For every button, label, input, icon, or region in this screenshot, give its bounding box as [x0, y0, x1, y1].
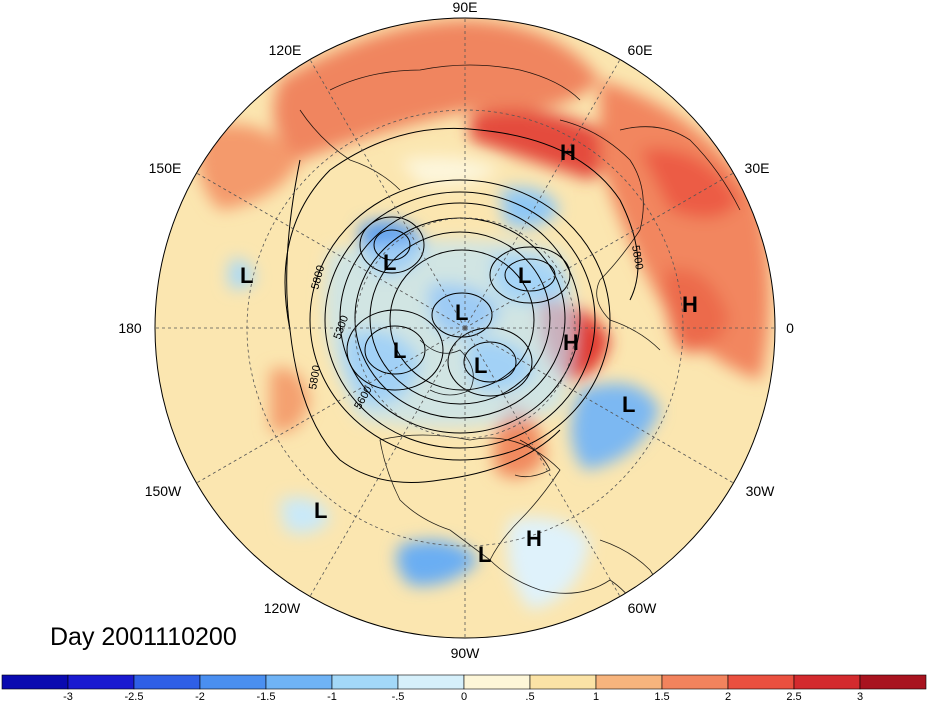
colorbar-tick-label: -2	[195, 691, 205, 702]
high-pressure-marker: H	[560, 140, 576, 165]
colorbar-swatch	[463, 674, 531, 690]
meridian-line	[464, 327, 621, 597]
colorbar-tick-label: -.5	[392, 691, 405, 702]
meridian-line	[309, 59, 466, 329]
colorbar-swatch	[595, 674, 663, 690]
colorbar-tick-label: .5	[525, 691, 534, 702]
colorbar: -3 -2.5 -2 -1.5 -1 -.5 0 .5 1 1.5 2 2.5 3	[1, 674, 927, 702]
lon-label-150w: 150W	[145, 483, 182, 499]
colorbar-tick-label: -1	[327, 691, 337, 702]
colorbar-swatch	[67, 674, 135, 690]
low-pressure-marker: L	[240, 263, 253, 288]
low-pressure-marker: L	[474, 353, 487, 378]
longitude-labels: 90E 60E 30E 0 30W 60W 90W 120W 150W 180 …	[118, 0, 794, 661]
lon-label-90e: 90E	[453, 0, 478, 15]
lon-label-30w: 30W	[746, 483, 776, 499]
colorbar-swatch	[265, 674, 333, 690]
colorbar-tick-label: 2	[725, 691, 731, 702]
high-pressure-marker: H	[526, 526, 542, 551]
high-pressure-marker: H	[563, 330, 579, 355]
low-pressure-marker: L	[455, 300, 468, 325]
colorbar-swatch	[1, 674, 69, 690]
colorbar-swatch	[199, 674, 267, 690]
low-pressure-marker: L	[314, 498, 327, 523]
colorbar-swatch	[727, 674, 795, 690]
lon-label-120e: 120E	[269, 42, 302, 58]
colorbar-tick-label: -1.5	[257, 691, 276, 702]
meridians	[155, 18, 775, 638]
lon-label-150e: 150E	[149, 160, 182, 176]
colorbar-swatch	[331, 674, 399, 690]
lon-label-30e: 30E	[745, 160, 770, 176]
low-pressure-marker: L	[383, 250, 396, 275]
colorbar-tick-label: 0	[461, 691, 467, 702]
height-contours	[284, 127, 639, 483]
contour-label: 5800	[629, 244, 645, 270]
lon-label-0: 0	[786, 320, 794, 336]
high-pressure-marker: H	[682, 292, 698, 317]
colorbar-tick-label: 3	[857, 691, 863, 702]
low-pressure-marker: L	[478, 542, 491, 567]
colorbar-swatch	[529, 674, 597, 690]
lon-label-60w: 60W	[628, 600, 658, 616]
meridian-line	[309, 327, 466, 597]
date-label: Day 2001110200	[50, 623, 237, 651]
meridian-line	[196, 327, 466, 484]
lon-label-120w: 120W	[264, 600, 301, 616]
colorbar-swatch	[397, 674, 465, 690]
low-pressure-marker: L	[622, 392, 635, 417]
colorbar-swatch	[133, 674, 201, 690]
meridian-line	[464, 327, 734, 484]
colorbar-swatch	[793, 674, 861, 690]
lon-label-180: 180	[118, 320, 142, 336]
colorbar-tick-label: 1.5	[654, 691, 669, 702]
low-pressure-marker: L	[518, 263, 531, 288]
contour-label: 5800	[307, 364, 323, 390]
low-pressure-marker: L	[393, 338, 406, 363]
lon-label-90w: 90W	[451, 645, 481, 661]
colorbar-tick-label: 2.5	[786, 691, 801, 702]
lon-label-60e: 60E	[628, 42, 653, 58]
meridian-line	[464, 59, 621, 329]
colorbar-tick-label: -3	[63, 691, 73, 702]
colorbar-tick-label: 1	[593, 691, 599, 702]
meridian-line	[464, 172, 734, 329]
map-boundary	[154, 17, 776, 639]
meridian-line	[196, 172, 466, 329]
colorbar-tick-label: -2.5	[125, 691, 144, 702]
colorbar-swatch	[661, 674, 729, 690]
colorbar-swatch	[859, 674, 927, 690]
pressure-centers: H H H H L L L L L L L L L	[240, 140, 698, 567]
